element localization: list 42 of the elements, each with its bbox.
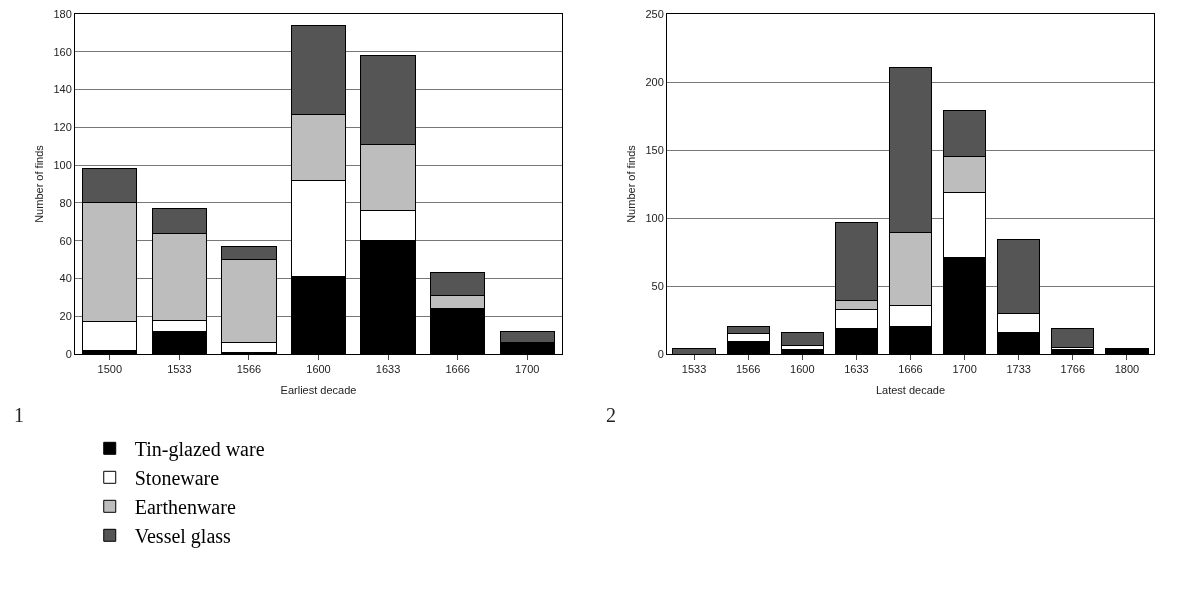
y-tick-label: 50: [651, 279, 664, 292]
legend-label: Vessel glass: [134, 525, 232, 549]
y-tick-label: 40: [59, 272, 72, 285]
y-tick-label: 0: [657, 347, 664, 360]
x-tick-label: 1700: [514, 363, 540, 376]
x-tick-label: 1666: [445, 363, 470, 376]
y-tick-label: 100: [53, 158, 72, 171]
y-tick-label: 150: [645, 143, 664, 156]
y-tick-label: 60: [59, 234, 72, 247]
x-axis-title: Earliest decade: [280, 384, 357, 397]
x-tick-label: 1666: [898, 363, 923, 376]
legend-label: Tin-glazed ware: [134, 438, 265, 462]
x-tick-label: 1533: [167, 363, 192, 376]
x-tick-label: 1800: [1114, 363, 1140, 376]
text: 1: [14, 404, 24, 426]
y-tick-label: 0: [65, 347, 72, 360]
x-tick-label: 1700: [952, 363, 977, 376]
x-tick-label: 1600: [790, 363, 815, 376]
y-tick-label: 20: [59, 310, 72, 323]
y-tick-label: 120: [53, 121, 72, 134]
x-tick-label: 1600: [306, 363, 331, 376]
y-tick-label: 250: [645, 7, 664, 20]
y-axis-title: Number of finds: [625, 144, 637, 223]
x-tick-label: 1500: [97, 363, 123, 376]
x-tick-label: 1633: [375, 363, 401, 376]
x-axis-title: Latest decade: [875, 384, 946, 397]
x-tick-label: 1566: [236, 363, 262, 376]
x-tick-label: 1533: [681, 363, 707, 376]
legend-label: Stoneware: [134, 467, 220, 490]
x-tick-label: 1733: [1006, 363, 1031, 376]
y-tick-label: 160: [53, 45, 72, 58]
y-tick-label: 180: [53, 7, 72, 20]
x-tick-label: 1766: [1060, 363, 1086, 376]
text: 2: [606, 404, 616, 426]
legend-label: Earthenware: [134, 496, 236, 519]
y-axis-title: Number of finds: [33, 144, 45, 223]
x-tick-label: 1566: [735, 363, 761, 376]
y-tick-label: 200: [645, 75, 664, 88]
x-tick-label: 1633: [844, 363, 869, 376]
y-tick-label: 140: [53, 83, 72, 96]
y-tick-label: 80: [59, 196, 72, 209]
y-tick-label: 100: [645, 211, 664, 224]
